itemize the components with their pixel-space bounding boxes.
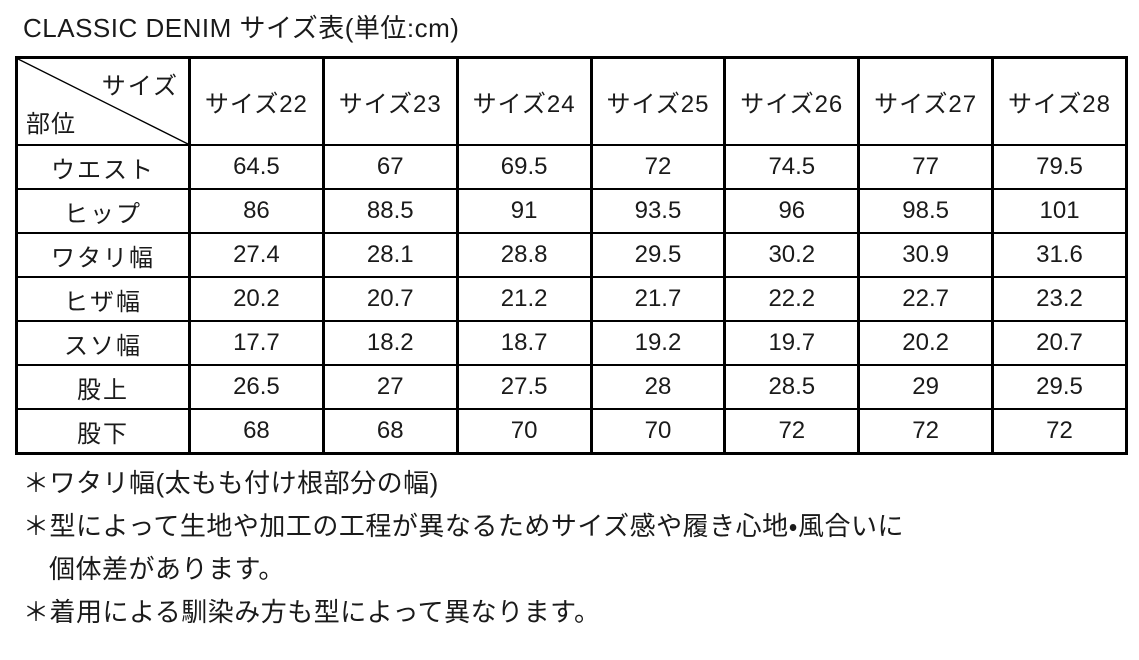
note-thigh-definition: ＊ワタリ幅(太もも付け根部分の幅) [23, 468, 439, 498]
table-cell: 72 [991, 408, 1128, 455]
column-header-size22: サイズ22 [188, 56, 325, 146]
row-label-knee: ヒザ幅 [15, 276, 191, 322]
table-cell: 18.2 [321, 320, 459, 366]
column-header-size23: サイズ23 [321, 56, 459, 146]
note-individual-difference-1: ＊型によって生地や加工の工程が異なるためサイズ感や履き心地・風合いに [23, 511, 904, 541]
table-cell: 68 [188, 408, 325, 455]
column-header-size28: サイズ28 [991, 56, 1128, 146]
table-cell: 27.5 [455, 364, 593, 410]
table-row-inseam: 股下 68 68 70 70 72 72 72 [15, 408, 1128, 455]
table-cell: 72 [589, 144, 727, 190]
table-cell: 67 [321, 144, 459, 190]
table-cell: 88.5 [321, 188, 459, 234]
table-cell: 29.5 [589, 232, 727, 278]
table-cell: 77 [857, 144, 995, 190]
table-cell: 93.5 [589, 188, 727, 234]
note-wear-in: ＊着用による馴染み方も型によって異なります。 [23, 597, 601, 627]
table-row-hip: ヒップ 86 88.5 91 93.5 96 98.5 101 [15, 188, 1128, 234]
table-cell: 18.7 [455, 320, 593, 366]
table-cell: 91 [455, 188, 593, 234]
table-cell: 72 [857, 408, 995, 455]
table-row-hem: スソ幅 17.7 18.2 18.7 19.2 19.7 20.2 20.7 [15, 320, 1128, 366]
table-cell: 68 [321, 408, 459, 455]
row-label-rise: 股上 [15, 364, 191, 410]
table-cell: 28 [589, 364, 727, 410]
table-cell: 20.2 [857, 320, 995, 366]
diagonal-line [19, 59, 187, 144]
table-row-waist: ウエスト 64.5 67 69.5 72 74.5 77 79.5 [15, 144, 1128, 190]
table-cell: 27.4 [188, 232, 325, 278]
row-label-thigh: ワタリ幅 [15, 232, 191, 278]
table-cell: 21.7 [589, 276, 727, 322]
table-cell: 101 [991, 188, 1128, 234]
table-cell: 30.2 [723, 232, 861, 278]
table-cell: 31.6 [991, 232, 1128, 278]
corner-header-cell: サイズ 部位 [15, 56, 191, 146]
table-cell: 72 [723, 408, 861, 455]
table-cell: 98.5 [857, 188, 995, 234]
table-cell: 86 [188, 188, 325, 234]
column-header-size26: サイズ26 [723, 56, 861, 146]
table-cell: 69.5 [455, 144, 593, 190]
table-cell: 70 [589, 408, 727, 455]
table-cell: 19.2 [589, 320, 727, 366]
table-cell: 70 [455, 408, 593, 455]
table-cell: 22.7 [857, 276, 995, 322]
row-label-hip: ヒップ [15, 188, 191, 234]
table-cell: 27 [321, 364, 459, 410]
size-table: サイズ 部位 サイズ22 サイズ23 サイズ24 サイズ25 サイズ26 サイズ… [15, 56, 1128, 455]
table-cell: 28.1 [321, 232, 459, 278]
column-header-size25: サイズ25 [589, 56, 727, 146]
table-cell: 20.7 [991, 320, 1128, 366]
column-header-size27: サイズ27 [857, 56, 995, 146]
page-title: CLASSIC DENIM サイズ表(単位:cm) [23, 13, 460, 43]
table-cell: 28.5 [723, 364, 861, 410]
corner-part-label: 部位 [26, 111, 76, 138]
table-cell: 20.2 [188, 276, 325, 322]
table-cell: 30.9 [857, 232, 995, 278]
table-row-rise: 股上 26.5 27 27.5 28 28.5 29 29.5 [15, 364, 1128, 410]
table-cell: 28.8 [455, 232, 593, 278]
table-cell: 29.5 [991, 364, 1128, 410]
row-label-waist: ウエスト [15, 144, 191, 190]
table-cell: 22.2 [723, 276, 861, 322]
table-cell: 74.5 [723, 144, 861, 190]
table-cell: 20.7 [321, 276, 459, 322]
table-cell: 17.7 [188, 320, 325, 366]
table-cell: 26.5 [188, 364, 325, 410]
table-row-thigh: ワタリ幅 27.4 28.1 28.8 29.5 30.2 30.9 31.6 [15, 232, 1128, 278]
footnotes: ＊ワタリ幅(太もも付け根部分の幅) ＊型によって生地や加工の工程が異なるためサイ… [23, 462, 1139, 634]
header-row: サイズ 部位 サイズ22 サイズ23 サイズ24 サイズ25 サイズ26 サイズ… [15, 56, 1128, 146]
table-cell: 64.5 [188, 144, 325, 190]
table-cell: 21.2 [455, 276, 593, 322]
note-individual-difference-2: 個体差があります。 [49, 554, 285, 584]
column-header-size24: サイズ24 [455, 56, 593, 146]
table-cell: 79.5 [991, 144, 1128, 190]
corner-size-label: サイズ [101, 73, 179, 100]
table-cell: 96 [723, 188, 861, 234]
table-cell: 29 [857, 364, 995, 410]
table-cell: 23.2 [991, 276, 1128, 322]
row-label-inseam: 股下 [15, 408, 191, 455]
row-label-hem: スソ幅 [15, 320, 191, 366]
table-cell: 19.7 [723, 320, 861, 366]
table-row-knee: ヒザ幅 20.2 20.7 21.2 21.7 22.2 22.7 23.2 [15, 276, 1128, 322]
